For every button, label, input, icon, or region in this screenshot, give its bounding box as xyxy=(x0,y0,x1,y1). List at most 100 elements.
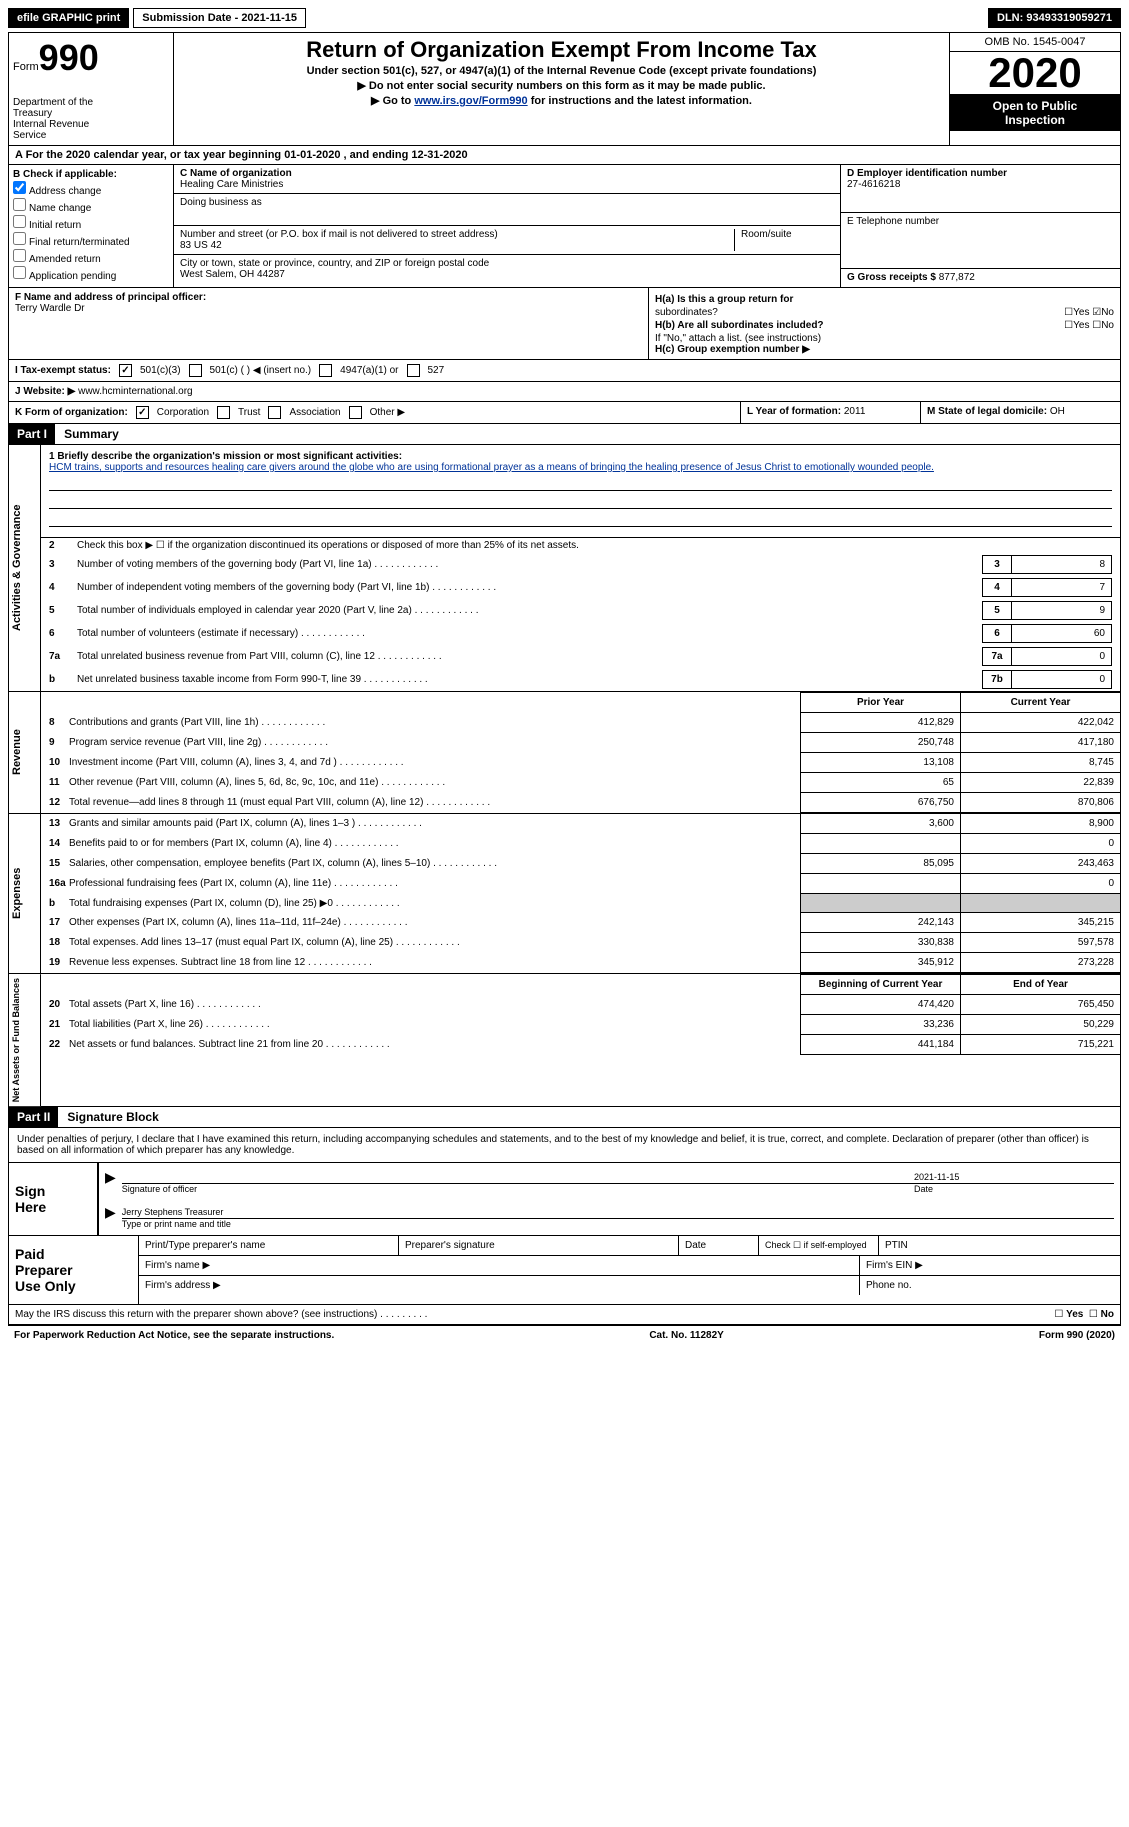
sign-label1: Sign xyxy=(15,1183,91,1199)
chk-other[interactable] xyxy=(349,406,362,419)
mission-text: HCM trains, supports and resources heali… xyxy=(49,462,1112,473)
website-value: www.hcminternational.org xyxy=(78,386,193,397)
sign-label2: Here xyxy=(15,1199,91,1215)
ein-value: 27-4616218 xyxy=(847,179,1114,190)
col-current-year: Current Year xyxy=(960,692,1120,713)
tax-exempt-label: I Tax-exempt status: xyxy=(15,365,111,376)
subtitle-3: ▶ Go to www.irs.gov/Form990 for instruct… xyxy=(178,94,945,107)
gross-receipts-value: 877,872 xyxy=(939,272,975,283)
form-header: Form990 Department of the Treasury Inter… xyxy=(8,32,1121,146)
chk-amended[interactable]: Amended return xyxy=(13,249,169,265)
part2-header: Part II xyxy=(9,1107,58,1127)
submission-date: Submission Date - 2021-11-15 xyxy=(133,8,306,28)
chk-501c[interactable] xyxy=(189,364,202,377)
gov-line-6: 6Total number of volunteers (estimate if… xyxy=(41,622,1120,645)
penalties-text: Under penalties of perjury, I declare th… xyxy=(9,1128,1120,1162)
fin-line-9: 9Program service revenue (Part VIII, lin… xyxy=(41,733,1120,753)
chk-corp[interactable] xyxy=(136,406,149,419)
fin-line-19: 19Revenue less expenses. Subtract line 1… xyxy=(41,953,1120,973)
chk-assoc[interactable] xyxy=(268,406,281,419)
fin-line-12: 12Total revenue—add lines 8 through 11 (… xyxy=(41,793,1120,813)
fin-line-21: 21Total liabilities (Part X, line 26)33,… xyxy=(41,1015,1120,1035)
chk-initial-return[interactable]: Initial return xyxy=(13,215,169,231)
chk-final-return[interactable]: Final return/terminated xyxy=(13,232,169,248)
irs-link[interactable]: www.irs.gov/Form990 xyxy=(414,95,527,107)
org-name: Healing Care Ministries xyxy=(180,179,834,190)
form-number: 990 xyxy=(39,37,99,78)
mission-label: 1 Briefly describe the organization's mi… xyxy=(49,451,402,462)
website-label: J Website: ▶ xyxy=(15,386,75,397)
vlabel-expenses: Expenses xyxy=(9,814,41,973)
gross-receipts-label: G Gross receipts $ xyxy=(847,272,936,283)
date-label: Date xyxy=(914,1184,1114,1194)
gov-line-7a: 7aTotal unrelated business revenue from … xyxy=(41,645,1120,668)
chk-501c3[interactable] xyxy=(119,364,132,377)
firm-addr-label: Firm's address ▶ xyxy=(139,1276,860,1295)
sign-date: 2021-11-15 xyxy=(914,1172,1114,1182)
chk-no[interactable]: ☐ No xyxy=(1089,1309,1114,1320)
chk-address-change[interactable]: Address change xyxy=(13,181,169,197)
vlabel-revenue: Revenue xyxy=(9,692,41,813)
part1-header: Part I xyxy=(9,424,55,444)
fin-line-17: 17Other expenses (Part IX, column (A), l… xyxy=(41,913,1120,933)
arrow-icon: ▶ xyxy=(105,1204,116,1229)
city-label: City or town, state or province, country… xyxy=(180,258,834,269)
chk-527[interactable] xyxy=(407,364,420,377)
officer-print-name: Jerry Stephens Treasurer xyxy=(122,1204,1114,1219)
chk-self-employed[interactable]: Check ☐ if self-employed xyxy=(759,1236,879,1255)
vlabel-net-assets: Net Assets or Fund Balances xyxy=(9,974,41,1106)
inspection-notice: Open to PublicInspection xyxy=(950,95,1120,131)
vlabel-governance: Activities & Governance xyxy=(9,445,41,691)
top-bar: efile GRAPHIC print Submission Date - 20… xyxy=(8,8,1121,28)
fin-line-b: bTotal fundraising expenses (Part IX, co… xyxy=(41,894,1120,913)
fin-line-14: 14Benefits paid to or for members (Part … xyxy=(41,834,1120,854)
telephone-label: E Telephone number xyxy=(841,213,1120,269)
form-footer: Form 990 (2020) xyxy=(1039,1330,1115,1341)
firm-name-label: Firm's name ▶ xyxy=(139,1256,860,1275)
form-title: Return of Organization Exempt From Incom… xyxy=(178,37,945,63)
print-name-label: Type or print name and title xyxy=(122,1219,1114,1229)
may-irs-discuss: May the IRS discuss this return with the… xyxy=(15,1309,1054,1320)
hc-label: H(c) Group exemption number ▶ xyxy=(655,344,810,355)
chk-yes[interactable]: ☐ Yes xyxy=(1054,1309,1083,1320)
officer-name: Terry Wardle Dr xyxy=(15,303,642,314)
ein-label: D Employer identification number xyxy=(847,168,1114,179)
section-b-checkboxes: B Check if applicable: Address change Na… xyxy=(9,165,174,287)
fin-line-13: 13Grants and similar amounts paid (Part … xyxy=(41,814,1120,834)
ptin-label: PTIN xyxy=(879,1236,1120,1255)
phone-label: Phone no. xyxy=(860,1276,1120,1295)
fin-line-10: 10Investment income (Part VIII, column (… xyxy=(41,753,1120,773)
chk-trust[interactable] xyxy=(217,406,230,419)
room-suite-label: Room/suite xyxy=(734,229,834,251)
paid-label3: Use Only xyxy=(15,1278,132,1294)
fin-line-15: 15Salaries, other compensation, employee… xyxy=(41,854,1120,874)
cat-no: Cat. No. 11282Y xyxy=(649,1330,723,1341)
sig-officer-label: Signature of officer xyxy=(122,1184,914,1194)
part2-title: Signature Block xyxy=(61,1107,164,1127)
street-address: 83 US 42 xyxy=(180,240,734,251)
dept-line4: Service xyxy=(13,130,169,141)
form-label: Form xyxy=(13,61,39,73)
gov-line-b: bNet unrelated business taxable income f… xyxy=(41,668,1120,691)
gov-line-2: 2Check this box ▶ ☐ if the organization … xyxy=(41,538,1120,553)
prep-name-label: Print/Type preparer's name xyxy=(139,1236,399,1255)
fin-line-11: 11Other revenue (Part VIII, column (A), … xyxy=(41,773,1120,793)
arrow-icon: ▶ xyxy=(105,1169,116,1194)
paid-label1: Paid xyxy=(15,1246,132,1262)
chk-4947[interactable] xyxy=(319,364,332,377)
officer-label: F Name and address of principal officer: xyxy=(15,292,642,303)
paperwork-notice: For Paperwork Reduction Act Notice, see … xyxy=(14,1330,334,1341)
chk-name-change[interactable]: Name change xyxy=(13,198,169,214)
efile-button[interactable]: efile GRAPHIC print xyxy=(8,8,129,28)
tax-year: 2020 xyxy=(950,52,1120,95)
prep-sig-label: Preparer's signature xyxy=(399,1236,679,1255)
dept-line1: Department of the xyxy=(13,97,169,108)
chk-app-pending[interactable]: Application pending xyxy=(13,266,169,282)
hb-note: If "No," attach a list. (see instruction… xyxy=(655,333,1114,344)
col-end-year: End of Year xyxy=(960,974,1120,995)
gov-line-4: 4Number of independent voting members of… xyxy=(41,576,1120,599)
city-state-zip: West Salem, OH 44287 xyxy=(180,269,834,280)
fin-line-8: 8Contributions and grants (Part VIII, li… xyxy=(41,713,1120,733)
gov-line-3: 3Number of voting members of the governi… xyxy=(41,553,1120,576)
gov-line-5: 5Total number of individuals employed in… xyxy=(41,599,1120,622)
